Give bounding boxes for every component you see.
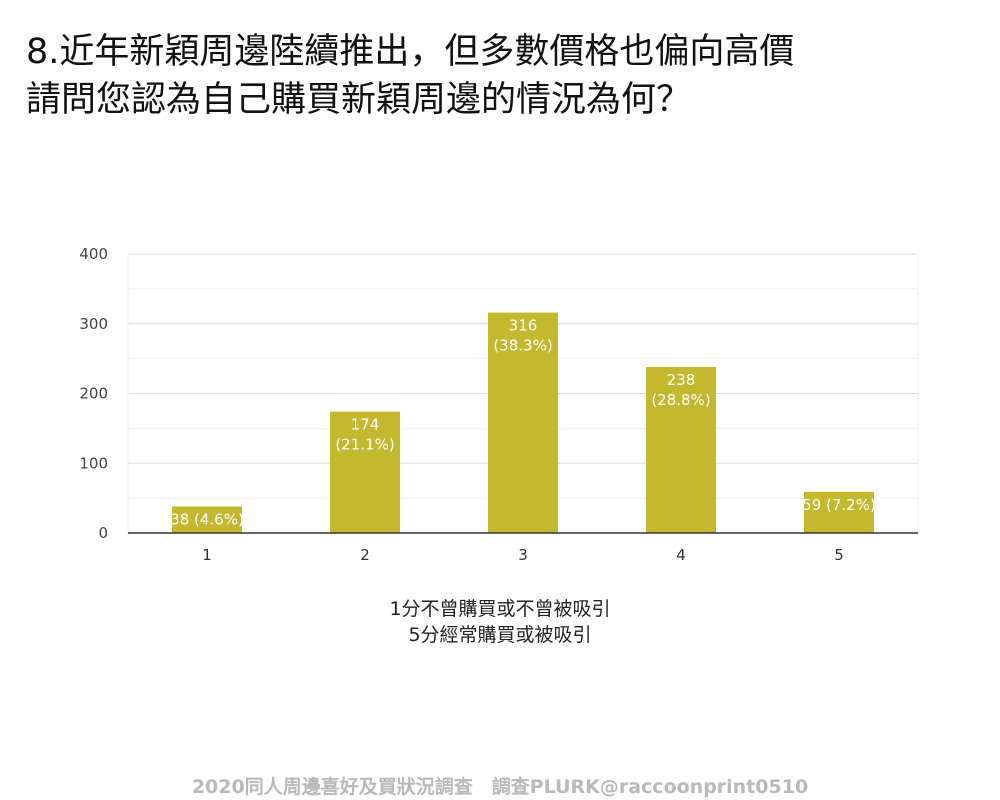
data-label-5: 59 (7.2%): [802, 496, 876, 514]
data-label-2: 174: [351, 416, 380, 434]
title-line-2: 請問您認為自己購買新穎周邊的情況為何？: [26, 80, 692, 120]
x-tick-label: 3: [518, 546, 528, 564]
caption-line-1: 1分不曾購買或不曾被吸引: [389, 598, 611, 620]
data-label-3: (38.3%): [493, 337, 552, 355]
x-tick-label: 5: [834, 546, 844, 564]
bar-4: [646, 366, 716, 533]
bar-5: [804, 491, 874, 533]
data-labels: 38 (4.6%) 174 (21.1%) 316 (38.3%) 238 (28.8%) 5…: [170, 317, 876, 529]
bars: [172, 312, 874, 533]
bar-1: [172, 506, 242, 533]
x-tick-label: 4: [676, 546, 686, 564]
x-tick-label: 2: [360, 546, 370, 564]
chart-title: 8.近年新穎周邊陸續推出，但多數價格也偏向高價 請問您認為自己購買新穎周邊的情況…: [26, 28, 976, 124]
x-tick-label: 1: [202, 546, 212, 564]
y-tick-label: 0: [98, 524, 108, 542]
survey-footer: 2020同人周邊喜好及買狀況調查 調查PLURK@raccoonprint051…: [191, 776, 809, 798]
data-label-3: 316: [509, 317, 538, 335]
data-label-2: (21.1%): [335, 436, 394, 454]
y-tick-label: 400: [79, 245, 108, 263]
y-tick-label: 300: [79, 315, 108, 333]
data-label-4: (28.8%): [651, 391, 710, 409]
x-axis-caption: 1分不曾購買或不曾被吸引 5分經常購買或被吸引: [300, 596, 700, 648]
data-label-4: 238: [667, 371, 696, 389]
y-tick-label: 200: [79, 385, 108, 403]
data-label-1: 38 (4.6%): [170, 510, 244, 528]
y-axis-ticks: 0 100 200 300 400: [79, 245, 108, 542]
bar-2: [330, 411, 400, 533]
title-line-1: 8.近年新穎周邊陸續推出，但多數價格也偏向高價: [26, 32, 795, 72]
y-tick-label: 100: [79, 454, 108, 472]
caption-line-2: 5分經常購買或被吸引: [408, 624, 592, 646]
x-axis-ticks: 1 2 3 4 5: [202, 546, 844, 564]
bar-3: [488, 312, 558, 533]
